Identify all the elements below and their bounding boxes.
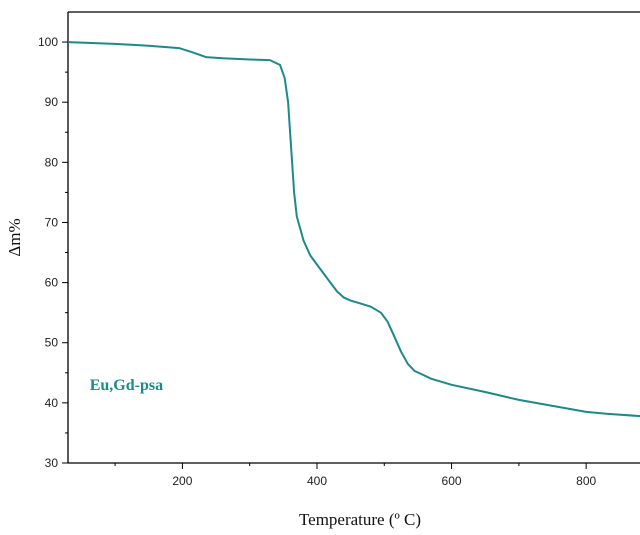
y-tick-label-90: 90 — [45, 95, 59, 109]
y-axis-title: Δm% — [5, 218, 24, 256]
plot-frame — [67, 11, 640, 464]
series-annotation: Eu,Gd-psa — [90, 377, 163, 394]
y-axis-ticks: 30 40 50 60 70 80 90 100 — [38, 35, 68, 470]
y-tick-label-30: 30 — [45, 456, 59, 470]
x-tick-label-600: 600 — [442, 474, 462, 488]
x-tick-label-400: 400 — [307, 474, 327, 488]
x-axis-ticks: 200 400 600 800 — [114, 463, 596, 488]
y-tick-label-50: 50 — [45, 336, 59, 350]
y-tick-label-40: 40 — [45, 396, 59, 410]
x-tick-label-200: 200 — [172, 474, 192, 488]
series-line-0 — [67, 41, 640, 418]
y-tick-label-100: 100 — [38, 35, 58, 49]
series-layer — [67, 41, 640, 418]
y-tick-label-70: 70 — [45, 215, 59, 229]
x-axis-title: Temperature (º C) — [299, 510, 421, 529]
y-tick-label-60: 60 — [45, 276, 59, 290]
x-tick-label-800: 800 — [576, 474, 596, 488]
y-tick-label-80: 80 — [45, 155, 59, 169]
